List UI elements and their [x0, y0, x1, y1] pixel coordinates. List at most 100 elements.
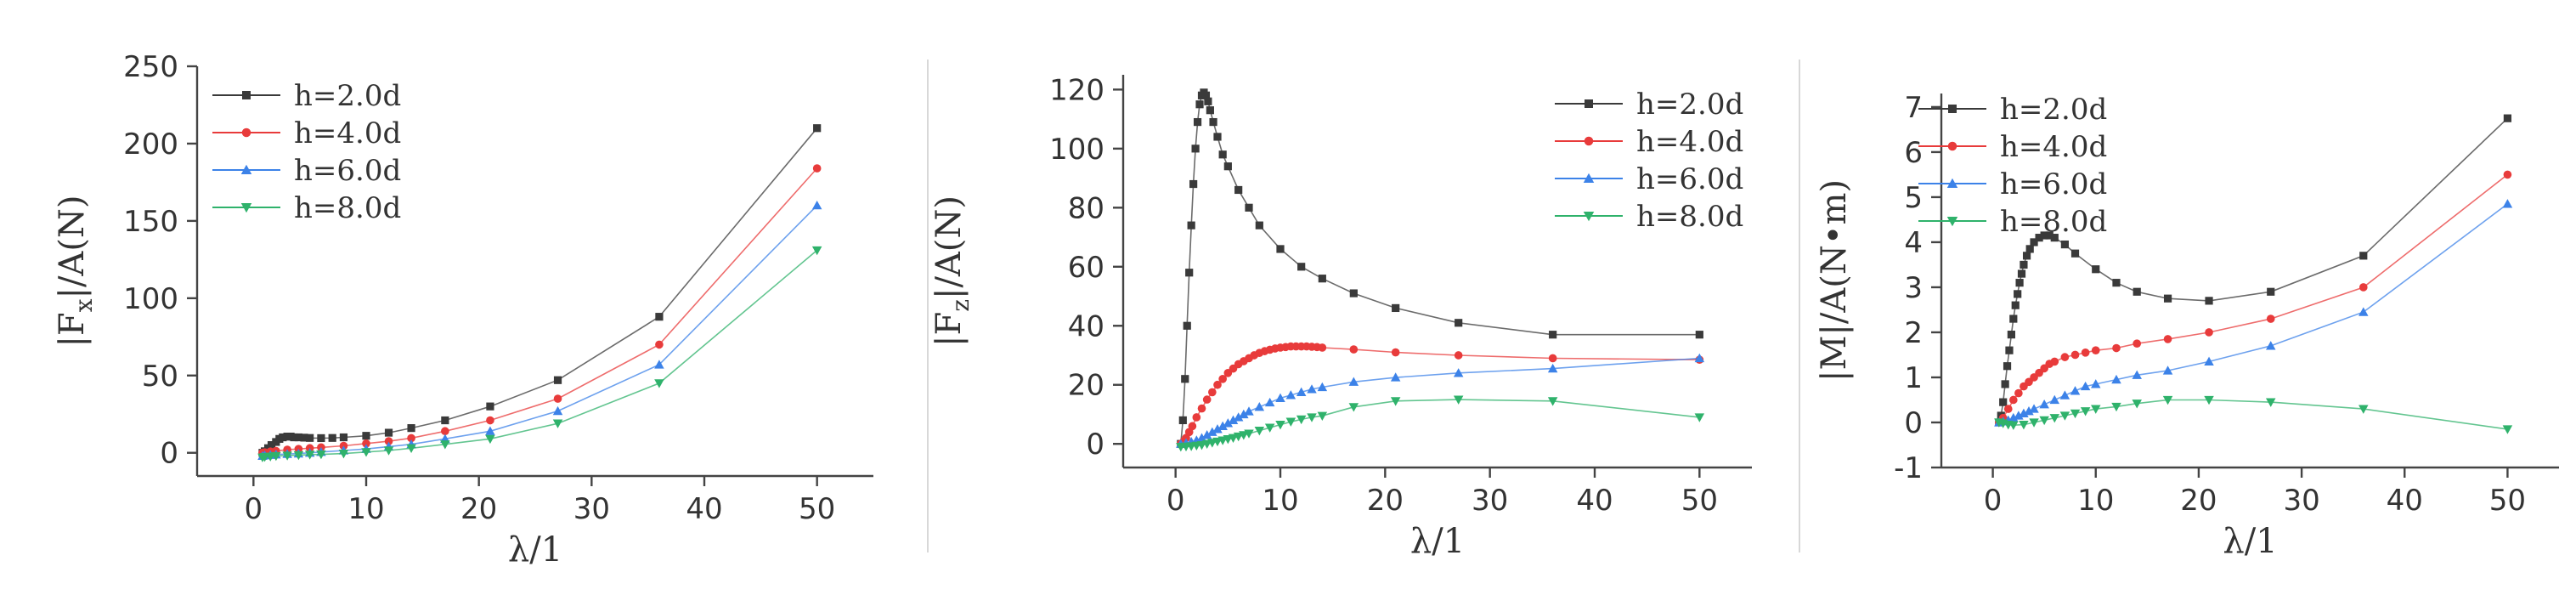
data-point: [1391, 348, 1400, 357]
data-point: [1297, 263, 1306, 271]
data-point: [2060, 240, 2069, 249]
legend: h=2.0dh=4.0dh=6.0d h=8.0d: [1555, 88, 1743, 234]
legend-marker: [1948, 105, 1957, 113]
data-point: [1547, 397, 1558, 406]
data-point: [486, 416, 494, 425]
legend-label: h=6.0d: [294, 154, 401, 188]
data-point: [2132, 370, 2142, 379]
data-point: [2092, 265, 2100, 274]
data-point: [2205, 328, 2213, 337]
y-tick-label: -1: [1894, 451, 1923, 485]
data-point: [1207, 427, 1217, 436]
data-point: [441, 416, 449, 425]
data-point: [2059, 390, 2070, 400]
data-point: [2020, 260, 2028, 269]
y-tick-label: 20: [1068, 369, 1104, 403]
data-point: [1318, 275, 1326, 283]
y-tick-label: 2: [1904, 316, 1923, 350]
data-point: [2503, 170, 2512, 179]
x-tick-label: 0: [245, 492, 263, 526]
data-point: [2059, 411, 2070, 421]
data-point: [2265, 398, 2276, 407]
x-tick-label: 30: [1472, 484, 1508, 518]
y-tick-label: 1: [1904, 361, 1923, 395]
data-point: [2091, 346, 2100, 354]
data-point: [2132, 400, 2142, 409]
data-point: [2502, 199, 2513, 208]
x-tick-label: 40: [2387, 484, 2423, 518]
data-point: [2014, 388, 2023, 398]
data-point: [1228, 415, 1239, 425]
data-point: [1264, 397, 1275, 407]
data-point: [2359, 307, 2369, 316]
y-tick-label: 60: [1068, 251, 1104, 285]
data-point: [655, 340, 664, 349]
legend-label: h=2.0d: [1636, 88, 1743, 122]
data-point: [1285, 417, 1296, 427]
data-point: [316, 450, 326, 460]
data-point: [1318, 343, 1327, 352]
x-axis-label: λ/1: [1410, 522, 1465, 561]
data-point: [2039, 400, 2049, 409]
data-point: [267, 441, 276, 450]
data-point: [1275, 421, 1285, 430]
data-point: [1193, 117, 1202, 127]
data-point: [1178, 416, 1187, 425]
data-point: [1195, 100, 1204, 109]
data-point: [2022, 252, 2031, 260]
data-point: [811, 200, 822, 210]
data-point: [1390, 372, 1401, 382]
data-point: [407, 424, 415, 433]
data-point: [1254, 402, 1265, 411]
data-point: [2029, 418, 2039, 428]
data-point: [384, 428, 393, 437]
data-point: [1999, 398, 2008, 406]
data-point: [553, 376, 562, 384]
series-h=2.0d: [1995, 114, 2512, 427]
series-h=8.0d: [1994, 395, 2513, 434]
legend-marker: [1585, 99, 1593, 108]
y-tick-label: 4: [1904, 226, 1923, 260]
y-tick-label: 250: [123, 50, 178, 84]
data-point: [485, 426, 495, 435]
data-point: [1217, 421, 1228, 430]
series-h=6.0d: [257, 200, 822, 460]
data-point: [383, 446, 394, 456]
data-point: [2014, 411, 2024, 420]
series-line: [1180, 91, 1700, 445]
data-point: [552, 419, 563, 428]
data-point: [271, 451, 281, 462]
legend-marker: [1584, 136, 1594, 146]
data-point: [2015, 279, 2024, 287]
data-point: [1694, 413, 1705, 422]
data-point: [2011, 301, 2020, 309]
x-tick-label: 30: [573, 492, 610, 526]
data-point: [1188, 422, 1197, 431]
data-point: [813, 124, 822, 133]
data-point: [290, 433, 298, 442]
data-point: [1208, 388, 1217, 397]
y-axis-label: |Fz|/A(N): [929, 196, 974, 347]
series-h=8.0d: [257, 246, 822, 462]
data-point: [1548, 354, 1557, 363]
data-point: [1317, 382, 1328, 392]
data-point: [2017, 269, 2026, 278]
series-h=4.0d: [1995, 170, 2512, 427]
data-point: [407, 434, 415, 443]
data-point: [485, 434, 495, 445]
x-tick-label: 10: [1262, 484, 1298, 518]
data-point: [1183, 321, 1191, 330]
y-tick-label: 0: [1904, 406, 1923, 440]
legend-label: h=4.0d: [2000, 130, 2107, 164]
y-tick-label: 0: [160, 437, 178, 471]
data-point: [2111, 402, 2121, 412]
data-point: [282, 451, 292, 461]
data-point: [1192, 413, 1201, 422]
y-tick-label: 150: [123, 205, 178, 239]
data-point: [2205, 297, 2213, 305]
legend-label: h=8.0d: [2000, 205, 2107, 239]
data-point: [1285, 390, 1296, 400]
data-point: [1296, 387, 1307, 397]
data-point: [1213, 380, 1222, 389]
